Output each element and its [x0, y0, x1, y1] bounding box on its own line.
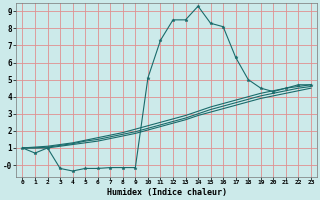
- X-axis label: Humidex (Indice chaleur): Humidex (Indice chaleur): [107, 188, 227, 197]
